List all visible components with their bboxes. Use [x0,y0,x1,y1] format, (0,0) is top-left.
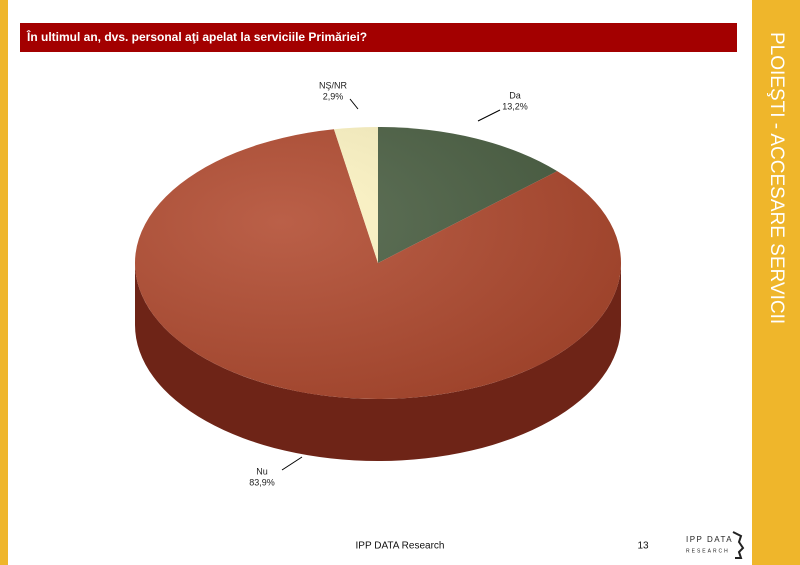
value-label: 83,9% [249,477,275,487]
page-number: 13 [637,541,649,552]
leader-line [477,109,501,122]
logo-icon [732,531,745,559]
side-title: PLOIEŞTI - ACCESARE SERVICII [766,32,787,324]
leader-line [281,456,303,471]
category-label: NŞ/NR [319,80,348,90]
footer: IPP DATA Research [356,541,445,552]
logo-text: RESEARCH [686,548,730,554]
category-label: Da [509,90,521,100]
value-label: 13,2% [502,101,528,111]
pie-side [135,263,621,461]
side-panel [752,0,800,565]
title-bar [20,23,737,52]
chart-title: În ultimul an, dvs. personal aţi apelat … [26,29,367,44]
pie-shading [135,127,621,399]
value-label: 2,9% [323,91,344,101]
left-stripe [0,0,8,565]
logo-text: IPP DATA [686,535,733,544]
category-label: Nu [256,466,268,476]
leader-line [349,98,359,110]
